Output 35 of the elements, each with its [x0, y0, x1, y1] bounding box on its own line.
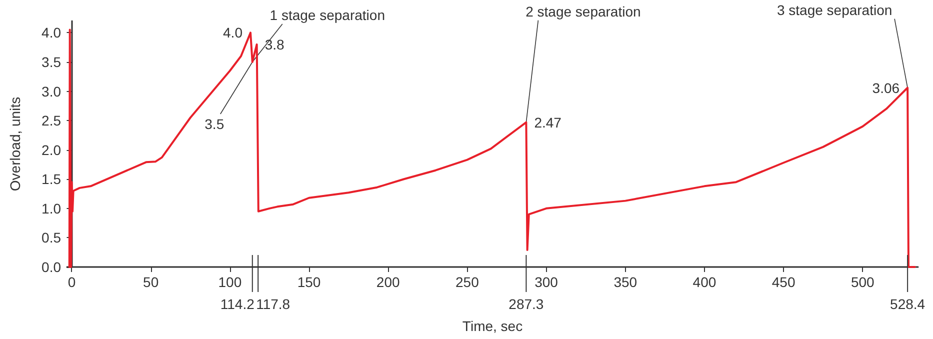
data-label: 3.06: [872, 80, 900, 96]
x-tick-label: 150: [297, 274, 321, 290]
x-tick-label: 400: [692, 274, 716, 290]
x-tick-label: 200: [376, 274, 400, 290]
y-tick-label: 0.0: [42, 259, 62, 275]
y-tick-label: 4.0: [42, 24, 62, 41]
y-tick-label: 2.5: [42, 112, 62, 129]
x-tick-label: 250: [456, 274, 480, 290]
data-label: 2.47: [534, 114, 562, 130]
x-tick-label: 450: [772, 274, 796, 290]
x-tick-label: 300: [534, 274, 558, 290]
x-tick-label: 50: [143, 274, 159, 290]
x-axis-title: Time, sec: [462, 318, 523, 334]
y-tick-label: 1.5: [42, 171, 62, 188]
data-label: 3.5: [204, 116, 224, 132]
y-tick-label: 3.0: [42, 83, 62, 100]
x-tick-label: 0: [68, 274, 76, 290]
ref-line-label: 528.4: [890, 296, 926, 312]
y-axis-title: Overload, units: [7, 96, 23, 192]
ref-line-label: 117.8: [256, 296, 290, 312]
y-tick-label: 2.0: [42, 142, 62, 158]
annotation: 1 stage separation: [270, 7, 385, 23]
line-series: [68, 28, 916, 268]
y-tick-label: 3.5: [42, 54, 62, 70]
x-tick-label: 350: [614, 274, 638, 290]
y-tick-label: 1.0: [42, 200, 62, 216]
annotation: 3 stage separation: [776, 2, 892, 18]
data-label: 3.8: [264, 36, 284, 52]
x-tick-label: 500: [850, 274, 875, 290]
y-tick-label: 0.5: [42, 230, 62, 246]
annotation: 2 stage separation: [526, 3, 641, 20]
ref-line-label: 114.2: [220, 296, 255, 312]
ref-line-label: 287.3: [508, 296, 544, 312]
x-tick-label: 100: [218, 274, 242, 290]
data-label: 4.0: [223, 24, 243, 41]
